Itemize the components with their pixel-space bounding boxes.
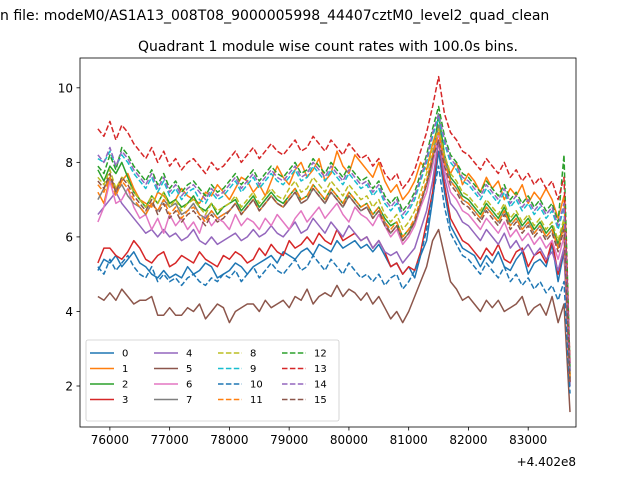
legend-label-1: 1 [122,364,128,375]
series-line-12 [97,105,571,368]
series-line-10 [97,165,571,394]
series-layer [97,75,571,413]
legend-label-15: 15 [314,395,327,406]
x-tick-label: 83000 [509,433,547,447]
x-offset-label: +4.402e8 [517,455,576,469]
x-axis: 76000 77000 78000 79000 80000 81000 82000 83000 [91,427,547,447]
x-tick-label: 76000 [91,433,129,447]
x-tick-label: 78000 [210,433,248,447]
y-tick-label: 2 [65,380,73,394]
y-tick-label: 6 [65,230,73,244]
series-line-5 [97,228,571,413]
x-tick-label: 81000 [390,433,428,447]
legend-label-5: 5 [186,364,192,375]
legend-label-6: 6 [186,380,192,391]
y-axis: 2 4 6 8 10 [58,81,80,394]
legend-label-2: 2 [122,380,128,391]
legend-label-12: 12 [314,349,327,360]
x-tick-label: 77000 [151,433,189,447]
chart-title: Quadrant 1 module wise count rates with … [138,39,518,55]
series-line-6 [97,131,571,383]
series-line-15 [97,139,571,383]
legend-box [85,339,340,422]
series-line-9 [97,116,571,372]
legend-label-3: 3 [122,395,128,406]
y-tick-label: 4 [65,305,73,319]
series-line-0 [97,150,571,383]
legend-label-11: 11 [250,395,263,406]
series-line-8 [97,128,571,375]
legend-label-13: 13 [314,364,327,375]
legend-label-0: 0 [122,349,128,360]
series-line-3 [97,139,571,383]
x-tick-label: 82000 [449,433,487,447]
x-tick-label: 79000 [270,433,308,447]
series-line-13 [97,75,571,364]
legend-label-14: 14 [314,380,327,391]
legend-label-4: 4 [186,349,192,360]
series-line-11 [97,131,571,379]
series-line-14 [97,113,571,372]
legend-label-9: 9 [250,364,256,375]
y-tick-label: 8 [65,156,73,170]
series-line-4 [97,139,571,387]
x-tick-label: 80000 [330,433,368,447]
legend-label-10: 10 [250,380,263,391]
figure-suptitle: n file: modeM0/AS1A13_008T08_9000005998_… [0,8,549,24]
legend-label-8: 8 [250,349,256,360]
plot-frame [79,57,577,428]
legend-label-7: 7 [186,395,192,406]
y-tick-label: 10 [58,81,73,95]
